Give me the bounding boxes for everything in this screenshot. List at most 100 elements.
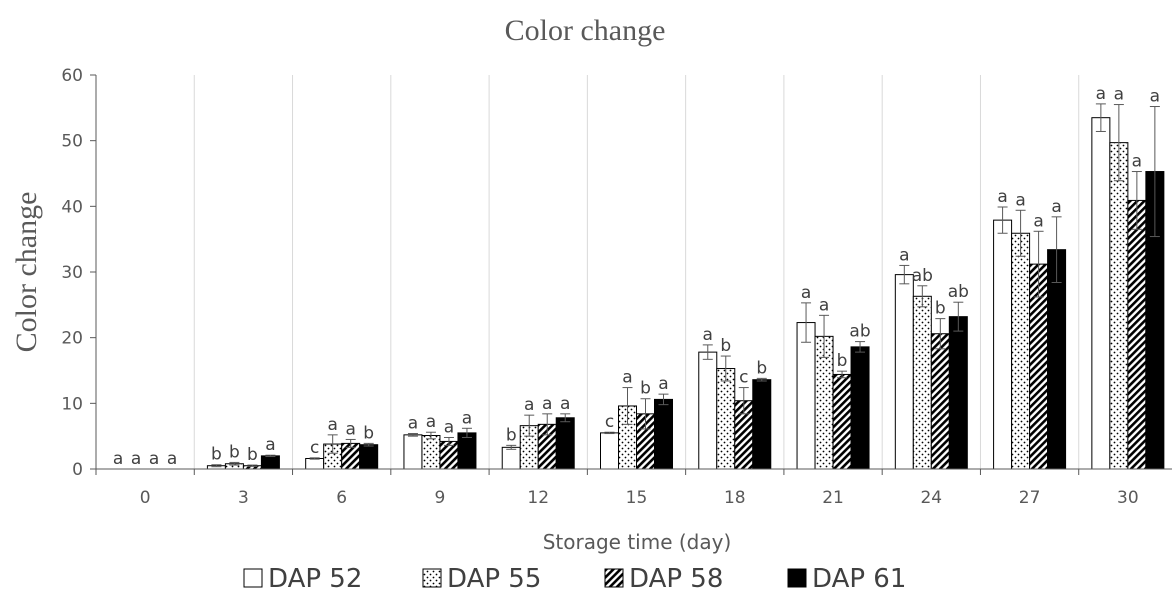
- significance-letter: a: [1132, 152, 1142, 172]
- bar: [1127, 199, 1147, 470]
- legend-swatch: [422, 568, 442, 588]
- significance-letter: a: [622, 368, 632, 388]
- y-tick-label: 10: [61, 394, 83, 414]
- legend-label: DAP 52: [268, 564, 362, 594]
- bar: [796, 322, 816, 470]
- significance-letter: a: [167, 449, 177, 469]
- axes: [90, 74, 1172, 475]
- significance-letter: a: [801, 283, 811, 303]
- bar: [654, 398, 673, 470]
- gridlines: [95, 75, 1080, 469]
- x-tick-label: 30: [1117, 488, 1139, 508]
- significance-letter: a: [997, 187, 1007, 207]
- bar: [716, 368, 736, 470]
- bar: [698, 351, 718, 470]
- bar: [555, 417, 575, 470]
- significance-letter: a: [408, 414, 418, 434]
- significance-letter: a: [1033, 211, 1043, 231]
- bar: [403, 434, 423, 470]
- bar: [260, 455, 280, 470]
- y-tick-label: 20: [61, 329, 83, 349]
- significance-letter: a: [345, 419, 355, 439]
- significance-letter: a: [149, 449, 159, 469]
- x-tick-label: 12: [527, 488, 549, 508]
- legend-label: DAP 61: [812, 564, 906, 594]
- significance-letter: a: [658, 374, 668, 394]
- significance-letter: c: [739, 368, 748, 388]
- bar: [894, 274, 914, 470]
- significance-letter: b: [640, 379, 651, 399]
- significance-letter: b: [211, 445, 222, 465]
- significance-letter: b: [720, 336, 731, 356]
- significance-letter: a: [899, 245, 909, 265]
- x-tick-label: 0: [140, 488, 151, 508]
- x-tick-label: 21: [822, 488, 844, 508]
- bar: [1011, 232, 1031, 470]
- bar: [850, 346, 870, 470]
- bar: [993, 219, 1013, 470]
- bar: [1091, 117, 1111, 470]
- significance-letter: ab: [912, 266, 933, 286]
- x-tick-label: 9: [435, 488, 446, 508]
- significance-letter: ab: [948, 282, 969, 302]
- bar: [305, 457, 325, 470]
- significance-letter: a: [1015, 190, 1025, 210]
- bar: [930, 333, 950, 470]
- bar: [501, 446, 521, 470]
- legend-label: DAP 58: [629, 564, 723, 594]
- bar: [421, 435, 441, 470]
- significance-letter: b: [229, 442, 240, 462]
- bar: [832, 373, 852, 470]
- y-axis-label: Color change: [10, 192, 43, 353]
- significance-letter: b: [247, 445, 258, 465]
- tick-labels: 0 10 20 30 40 50 60 0 3 6 9 12 15 18 21 24 27 30: [61, 66, 1138, 508]
- significance-letter: a: [819, 295, 829, 315]
- significance-letter: b: [506, 425, 517, 445]
- significance-letter: a: [265, 435, 275, 455]
- bar: [912, 295, 932, 470]
- significance-letter: c: [605, 412, 614, 432]
- significance-letter: a: [426, 412, 436, 432]
- significance-letter: b: [935, 299, 946, 319]
- chart-title: Color change: [505, 14, 666, 47]
- y-tick-label: 60: [61, 66, 83, 86]
- x-tick-label: 15: [626, 488, 648, 508]
- bar: [359, 444, 379, 470]
- legend-label: DAP 55: [447, 564, 541, 594]
- significance-letter: a: [113, 449, 123, 469]
- bar: [1109, 142, 1129, 470]
- bar: [457, 432, 477, 470]
- x-tick-label: 18: [724, 488, 746, 508]
- significance-letter: a: [542, 394, 552, 414]
- significance-letter: a: [1051, 197, 1061, 217]
- significance-letter: a: [703, 325, 713, 345]
- y-tick-label: 0: [72, 460, 83, 480]
- legend-swatch: [787, 568, 807, 588]
- significance-letter: a: [524, 395, 534, 415]
- error-bars: [211, 103, 1160, 468]
- x-tick-label: 24: [920, 488, 942, 508]
- significance-letter: a: [560, 394, 570, 414]
- significance-letter: a: [131, 449, 141, 469]
- x-tick-label: 6: [336, 488, 347, 508]
- significance-letter: c: [310, 438, 319, 458]
- y-tick-label: 40: [61, 197, 83, 217]
- significance-letter: a: [327, 415, 337, 435]
- bar: [600, 432, 619, 470]
- y-tick-label: 30: [61, 263, 83, 283]
- significance-letter: ab: [849, 322, 870, 342]
- significance-letter: a: [444, 417, 454, 437]
- legend-swatch: [604, 568, 624, 588]
- bar: [752, 379, 772, 470]
- bar: [948, 316, 968, 470]
- legend: DAP 52 DAP 55 DAP 58 DAP 61: [243, 564, 906, 594]
- significance-letter: a: [1150, 87, 1160, 107]
- x-tick-label: 3: [238, 488, 249, 508]
- x-axis-label: Storage time (day): [543, 530, 732, 554]
- significance-letter: b: [756, 358, 767, 378]
- significance-letter: a: [462, 408, 472, 428]
- significance-letter: a: [1096, 84, 1106, 104]
- x-tick-label: 27: [1019, 488, 1041, 508]
